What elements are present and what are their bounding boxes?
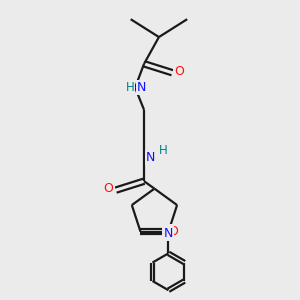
- Text: H: H: [125, 81, 134, 94]
- Text: O: O: [174, 65, 184, 78]
- Text: O: O: [103, 182, 113, 195]
- Text: O: O: [168, 225, 178, 238]
- Text: H: H: [159, 144, 168, 158]
- Text: N: N: [146, 151, 155, 164]
- Text: N: N: [137, 81, 146, 94]
- Text: N: N: [164, 226, 173, 240]
